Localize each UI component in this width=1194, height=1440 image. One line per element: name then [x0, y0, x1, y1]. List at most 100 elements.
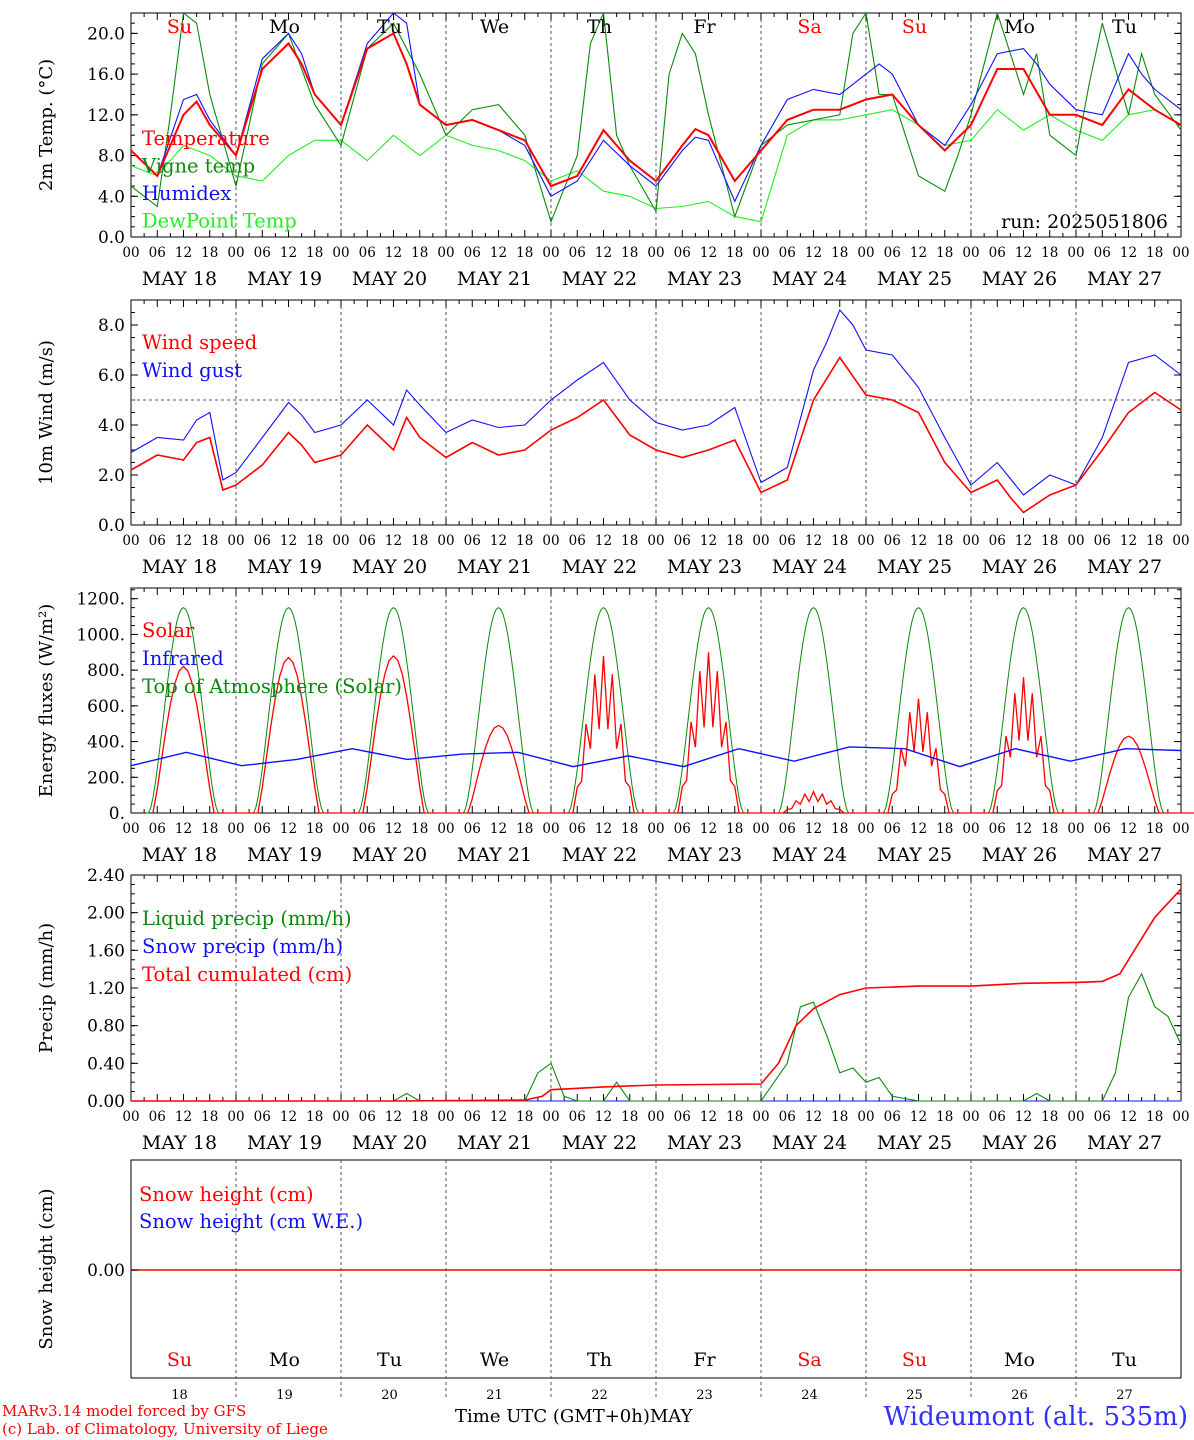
date-label: MAY 20: [352, 556, 427, 578]
precip-panel: 0.00 0.40 0.80 1.20 1.60 2.00 2.40 Precip (mm/h…: [36, 866, 1190, 1154]
day-number-label: 27: [1116, 1388, 1133, 1403]
date-label: MAY 22: [562, 844, 637, 866]
hour-tick-label: 06: [989, 1109, 1006, 1125]
date-label: MAY 23: [667, 844, 742, 866]
y-tick-label: 600.: [87, 697, 125, 717]
y-tick-label: 1000.: [76, 625, 125, 645]
date-label: MAY 24: [772, 268, 847, 290]
hour-tick-label: 18: [411, 1109, 428, 1125]
hour-tick-label: 12: [1120, 533, 1137, 549]
day-name-label: Mo: [269, 1349, 300, 1371]
y-tick-label: 0.0: [98, 516, 125, 536]
hour-tick-label: 00: [542, 821, 559, 837]
hour-tick-label: 18: [306, 1109, 323, 1125]
date-label: MAY 23: [667, 556, 742, 578]
date-label: MAY 26: [982, 268, 1057, 290]
hour-tick-label: 06: [1094, 821, 1111, 837]
y-tick-label: 4.0: [98, 187, 125, 207]
day-name-label: Su: [167, 16, 192, 38]
hour-tick-label: 12: [490, 533, 507, 549]
hour-tick-label: 06: [779, 533, 796, 549]
time-axis-label: Time UTC (GMT+0h)MAY: [455, 1406, 692, 1427]
hour-tick-label: 06: [149, 245, 166, 261]
hour-tick-label: 18: [831, 245, 848, 261]
series-wind-gust: [130, 308, 1182, 496]
hour-tick-label: 00: [857, 821, 874, 837]
hour-tick-label: 12: [1120, 1109, 1137, 1125]
y-tick-label: 0.00: [87, 1092, 125, 1112]
hour-tick-label: 12: [805, 533, 822, 549]
hour-tick-label: 00: [1172, 821, 1189, 837]
snow-panel: 0.00 Snow height (cm) Snow height (cm) Snow…: [36, 1159, 1182, 1403]
hour-tick-label: 18: [201, 245, 218, 261]
hour-tick-label: 18: [1146, 245, 1163, 261]
hour-tick-label: 12: [280, 533, 297, 549]
series-solar: [152, 652, 1194, 814]
hour-tick-label: 18: [726, 821, 743, 837]
day-name-label: We: [480, 1349, 509, 1371]
date-label: MAY 21: [457, 556, 532, 578]
hour-tick-label: 00: [437, 1109, 454, 1125]
date-label: MAY 20: [352, 1132, 427, 1154]
date-label: MAY 20: [352, 268, 427, 290]
temperature-panel: 0.0 4.0 8.0 12.0 16.0 20.0 2m Temp. (°C) 00 06 12…: [36, 12, 1190, 290]
day-number-label: 23: [696, 1388, 713, 1403]
hour-tick-label: 18: [516, 533, 533, 549]
day-name-label: Sa: [797, 16, 821, 38]
hour-tick-label: 06: [989, 533, 1006, 549]
day-name-label: Th: [587, 16, 612, 38]
hour-tick-label: 00: [227, 245, 244, 261]
hour-tick-label: 12: [910, 533, 927, 549]
hour-tick-label: 06: [254, 1109, 271, 1125]
hour-tick-label: 18: [306, 821, 323, 837]
date-label: MAY 25: [877, 268, 952, 290]
hour-tick-label: 18: [516, 821, 533, 837]
legend-entry: Wind gust: [142, 359, 242, 382]
hour-tick-label: 00: [752, 821, 769, 837]
hour-tick-label: 00: [227, 821, 244, 837]
hour-tick-label: 12: [595, 1109, 612, 1125]
hour-tick-label: 06: [989, 245, 1006, 261]
hour-tick-label: 06: [359, 1109, 376, 1125]
date-label: MAY 26: [982, 844, 1057, 866]
hour-tick-label: 06: [779, 245, 796, 261]
hour-tick-label: 06: [464, 245, 481, 261]
hour-tick-label: 12: [805, 1109, 822, 1125]
date-label: MAY 19: [247, 268, 322, 290]
hour-tick-label: 18: [411, 821, 428, 837]
hour-tick-label: 00: [962, 1109, 979, 1125]
y-tick-label: 12.0: [87, 106, 125, 126]
y-tick-label: 20.0: [87, 24, 125, 44]
hour-tick-label: 12: [385, 533, 402, 549]
legend-entry: Vigne temp: [141, 155, 255, 178]
hour-tick-label: 00: [122, 533, 139, 549]
hour-tick-label: 12: [700, 1109, 717, 1125]
hour-tick-label: 12: [175, 1109, 192, 1125]
hour-tick-label: 00: [857, 533, 874, 549]
legend-entry: Infrared: [142, 647, 224, 670]
hour-tick-label: 12: [175, 245, 192, 261]
hour-tick-label: 00: [332, 533, 349, 549]
day-number-label: 26: [1011, 1388, 1028, 1403]
hour-tick-label: 12: [280, 821, 297, 837]
hour-tick-label: 06: [359, 245, 376, 261]
hour-tick-label: 18: [411, 245, 428, 261]
date-label: MAY 23: [667, 1132, 742, 1154]
hour-tick-label: 12: [1015, 821, 1032, 837]
day-number-label: 24: [801, 1388, 818, 1403]
hour-tick-label: 12: [1120, 245, 1137, 261]
hour-tick-label: 00: [1067, 1109, 1084, 1125]
lab-credit: (c) Lab. of Climatology, University of L…: [2, 1420, 328, 1438]
hour-tick-label: 12: [595, 245, 612, 261]
y-tick-label: 8.0: [98, 316, 125, 336]
day-name-label: Su: [902, 1349, 927, 1371]
date-label: MAY 20: [352, 844, 427, 866]
hour-tick-label: 06: [569, 533, 586, 549]
hour-tick-label: 06: [569, 1109, 586, 1125]
y-tick-label: 2.00: [87, 904, 125, 924]
hour-tick-label: 18: [1146, 533, 1163, 549]
hour-tick-label: 00: [542, 533, 559, 549]
y-tick-label: 1.20: [87, 979, 125, 999]
hour-tick-label: 12: [175, 533, 192, 549]
